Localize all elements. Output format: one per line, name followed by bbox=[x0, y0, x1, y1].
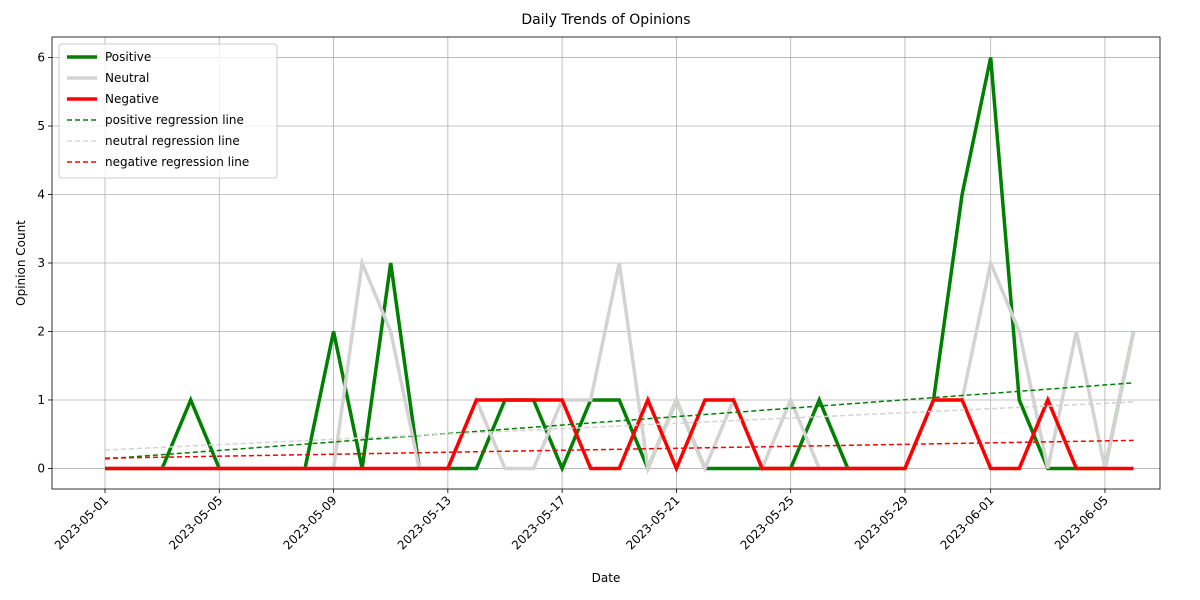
y-tick-label: 1 bbox=[37, 393, 45, 407]
legend-label: negative regression line bbox=[105, 155, 249, 169]
y-tick-label: 2 bbox=[37, 324, 45, 338]
x-tick-label: 2023-05-13 bbox=[395, 493, 454, 552]
x-tick-label: 2023-05-09 bbox=[280, 493, 339, 552]
legend-label: Negative bbox=[105, 92, 159, 106]
y-tick-label: 6 bbox=[37, 51, 45, 65]
x-tick-label: 2023-05-01 bbox=[52, 493, 111, 552]
y-tick-label: 0 bbox=[37, 461, 45, 475]
y-tick-label: 4 bbox=[37, 188, 45, 202]
y-axis-label: Opinion Count bbox=[14, 220, 28, 306]
x-tick-label: 2023-05-25 bbox=[738, 493, 797, 552]
x-tick-label: 2023-06-01 bbox=[938, 493, 997, 552]
regression-line bbox=[104, 439, 1134, 459]
x-tick-label: 2023-05-17 bbox=[509, 493, 568, 552]
y-tick-label: 3 bbox=[37, 256, 45, 270]
x-tick-label: 2023-05-05 bbox=[166, 493, 225, 552]
x-tick-label: 2023-05-29 bbox=[852, 493, 911, 552]
regression-line bbox=[104, 401, 1134, 451]
legend-label: Positive bbox=[105, 50, 151, 64]
legend-label: neutral regression line bbox=[105, 134, 240, 148]
regression-line bbox=[104, 382, 1134, 460]
plot-frame bbox=[51, 36, 1161, 490]
legend-box bbox=[58, 43, 278, 179]
line-series bbox=[105, 395, 1134, 473]
legend-label: Neutral bbox=[105, 71, 149, 85]
x-axis-label: Date bbox=[592, 571, 621, 585]
x-tick-label: 2023-05-21 bbox=[623, 493, 682, 552]
y-tick-label: 5 bbox=[37, 119, 45, 133]
chart-title: Daily Trends of Opinions bbox=[521, 12, 690, 28]
legend-label: positive regression line bbox=[105, 113, 244, 127]
x-tick-label: 2023-06-05 bbox=[1052, 493, 1111, 552]
